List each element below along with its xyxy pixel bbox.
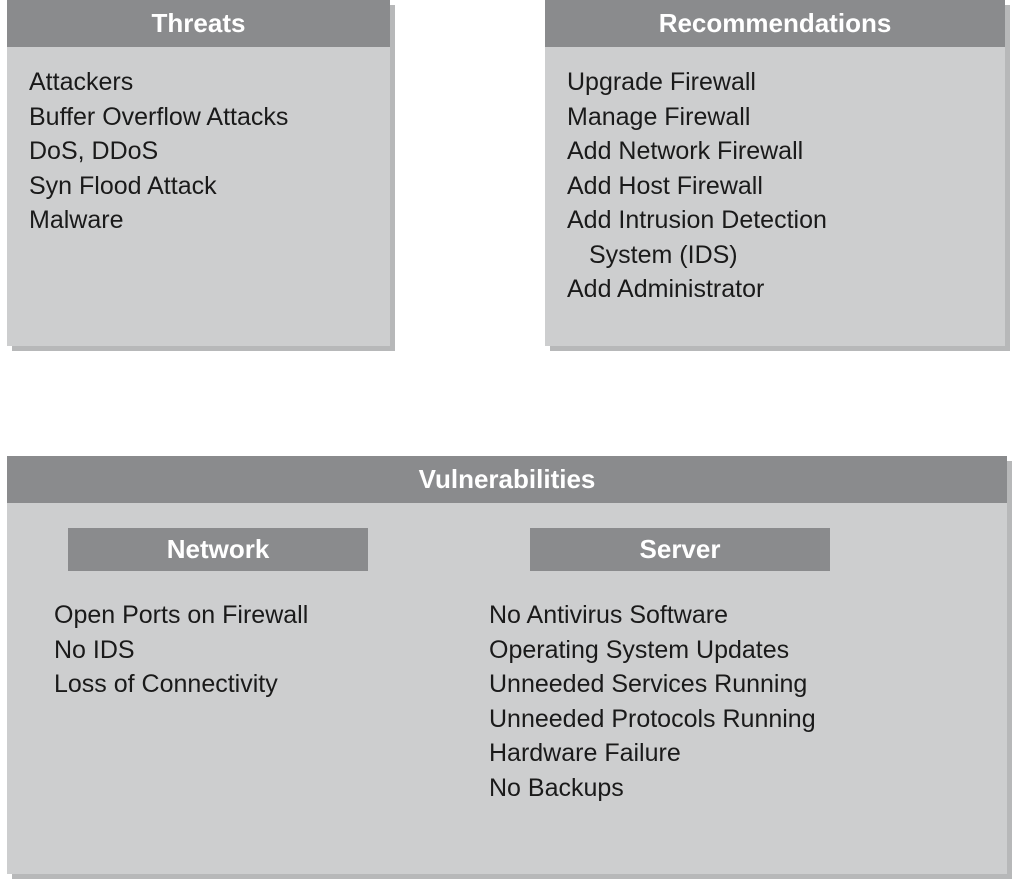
list-item: Loss of Connectivity (54, 667, 308, 702)
list-item: No IDS (54, 633, 308, 668)
server-sub-header: Server (530, 528, 830, 571)
list-item: Unneeded Protocols Running (489, 702, 816, 737)
list-item: Hardware Failure (489, 736, 816, 771)
list-item: Buffer Overflow Attacks (29, 100, 368, 135)
list-item: Operating System Updates (489, 633, 816, 668)
list-item: Attackers (29, 65, 368, 100)
list-item: Unneeded Services Running (489, 667, 816, 702)
list-item: Malware (29, 203, 368, 238)
threats-panel: Threats Attackers Buffer Overflow Attack… (7, 0, 390, 346)
threats-header: Threats (7, 0, 390, 47)
network-sub-header: Network (68, 528, 368, 571)
list-item: Open Ports on Firewall (54, 598, 308, 633)
list-item: System (IDS) (567, 238, 983, 273)
list-item: Add Host Firewall (567, 169, 983, 204)
network-items: Open Ports on Firewall No IDS Loss of Co… (54, 598, 308, 702)
list-item: Manage Firewall (567, 100, 983, 135)
list-item: Add Intrusion Detection (567, 203, 983, 238)
list-item: No Backups (489, 771, 816, 806)
list-item: DoS, DDoS (29, 134, 368, 169)
server-items: No Antivirus Software Operating System U… (489, 598, 816, 805)
recommendations-header: Recommendations (545, 0, 1005, 47)
recommendations-body: Upgrade Firewall Manage Firewall Add Net… (545, 47, 1005, 325)
list-item: Add Network Firewall (567, 134, 983, 169)
recommendations-panel: Recommendations Upgrade Firewall Manage … (545, 0, 1005, 346)
list-item: Add Administrator (567, 272, 983, 307)
list-item: No Antivirus Software (489, 598, 816, 633)
vulnerabilities-header: Vulnerabilities (7, 456, 1007, 503)
list-item: Syn Flood Attack (29, 169, 368, 204)
list-item: Upgrade Firewall (567, 65, 983, 100)
threats-body: Attackers Buffer Overflow Attacks DoS, D… (7, 47, 390, 256)
